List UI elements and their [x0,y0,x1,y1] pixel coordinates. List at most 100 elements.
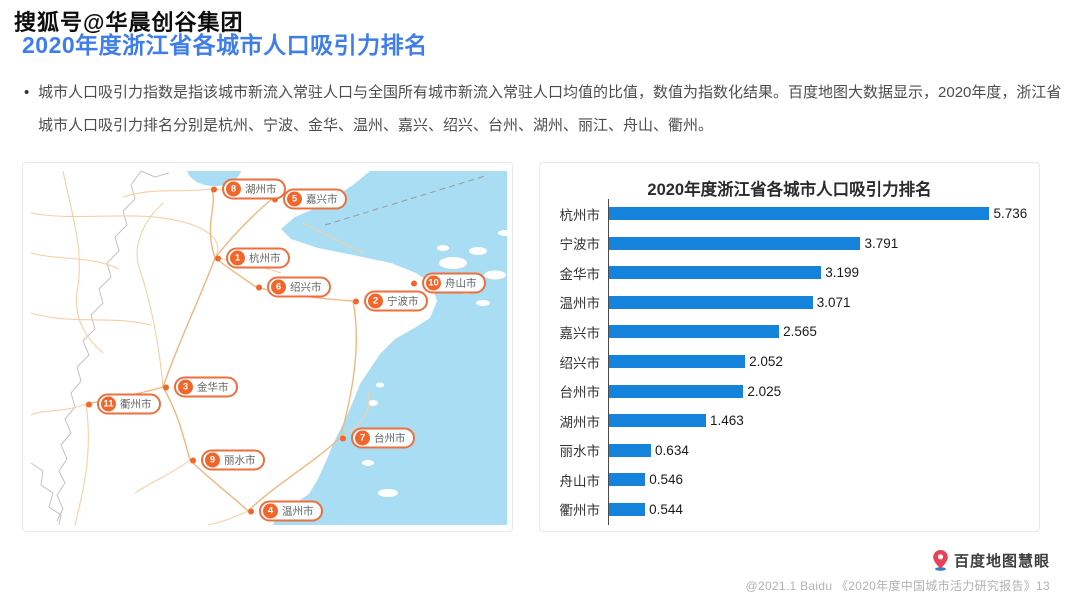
marker-pill: 8 湖州市 [222,178,286,200]
category-label: 丽水市 [559,444,601,460]
bar-zone: 2.565 [608,324,1031,339]
value-label: 3.071 [816,294,851,310]
marker-pill: 2 宁波市 [364,290,428,312]
category-label: 金华市 [559,266,601,282]
value-label: 3.199 [825,265,859,281]
bar-zone: 2.052 [608,354,1031,369]
chart-row: 嘉兴市 2.565 [552,317,1031,347]
value-label: 0.546 [649,472,683,488]
bar [609,443,652,457]
category-label: 舟山市 [559,473,601,489]
bar-zone: 0.634 [608,443,1031,458]
map-marker-lishui: 9 丽水市 [190,449,265,471]
marker-rank-badge: 8 [226,181,241,197]
value-label: 2.025 [747,383,782,399]
chart-row: 湖州市 1.463 [552,406,1031,436]
bar [609,207,990,221]
bar [609,295,813,309]
marker-pill: 4 温州市 [259,500,323,522]
category-label: 嘉兴市 [559,325,601,341]
chart-row: 金华市 3.199 [552,258,1031,288]
baidu-maps-logo: 百度地图慧眼 [933,550,1050,571]
bar-zone: 0.544 [608,502,1031,517]
description-text: 城市人口吸引力指数是指该城市新流入常驻人口与全国所有城市新流入常驻人口均值的比值… [38,84,1062,134]
marker-rank-badge: 10 [426,275,441,291]
bar-zone: 5.736 [608,206,1031,221]
zhejiang-map-graphic [30,170,512,526]
sea-area [273,171,507,525]
marker-pill: 5 嘉兴市 [283,188,347,210]
description-paragraph: • 城市人口吸引力指数是指该城市新流入常驻人口与全国所有城市新流入常驻人口均值的比… [24,76,1066,142]
marker-dot [340,435,346,441]
marker-pill: 11 衢州市 [97,393,161,415]
bar [609,236,861,250]
marker-pill: 10 舟山市 [422,272,486,294]
marker-dot [163,384,169,390]
bar [609,355,746,368]
bar [609,473,646,487]
watermark-text: 搜狐号@华晨创谷集团 [14,10,244,35]
marker-pill: 1 杭州市 [226,247,290,269]
bullet-point: • [24,84,30,101]
value-label: 5.736 [993,206,1028,222]
marker-city-label: 绍兴市 [290,281,322,294]
chart-row: 丽水市 0.634 [552,435,1031,465]
chart-row: 宁波市 3.791 [552,229,1031,259]
chart-row: 舟山市 0.546 [552,465,1031,495]
map-marker-zhoushan: 10 舟山市 [411,272,486,294]
attribution-text: @2021.1 Baidu 《2020年度中国城市活力研究报告》13 [745,579,1050,593]
category-label: 台州市 [559,385,601,401]
marker-city-label: 金华市 [197,381,229,394]
bar-zone: 3.199 [608,265,1031,280]
bar-zone: 2.025 [608,384,1031,399]
bar [609,266,822,280]
map-pin-icon [933,550,948,571]
chart-row: 杭州市 5.736 [552,199,1031,229]
marker-pill: 3 金华市 [174,376,238,398]
marker-dot [353,298,359,304]
marker-rank-badge: 9 [205,452,220,468]
bar [609,325,780,339]
marker-pill: 9 丽水市 [201,449,265,471]
value-label: 0.544 [649,501,683,517]
marker-dot [190,457,196,463]
map-marker-quzhou: 11 衢州市 [86,393,161,415]
marker-dot [215,255,221,261]
map-marker-taizhou: 7 台州市 [340,427,415,449]
marker-dot [256,284,262,290]
chart-row: 台州市 2.025 [552,376,1031,406]
marker-city-label: 台州市 [374,432,406,445]
marker-rank-badge: 1 [230,250,245,266]
map-marker-jinhua: 3 金华市 [163,376,238,398]
map-panel: 1 杭州市 2 宁波市 3 金华市 4 温州市 [22,162,513,532]
chart-panel: 2020年度浙江省各城市人口吸引力排名 杭州市 5.736 宁波市 3.791 … [539,162,1040,532]
category-label: 湖州市 [559,414,601,430]
marker-dot [211,186,217,192]
page-title: 2020年度浙江省各城市人口吸引力排名 [22,32,428,58]
marker-pill: 7 台州市 [351,427,415,449]
marker-rank-badge: 5 [287,191,302,207]
map-marker-shaoxing: 6 绍兴市 [256,276,331,298]
marker-city-label: 温州市 [282,505,314,518]
marker-pill: 6 绍兴市 [267,276,331,298]
chart-row: 温州市 3.071 [552,288,1031,318]
value-label: 1.463 [710,413,744,429]
bar [609,384,744,398]
marker-city-label: 宁波市 [387,295,419,308]
category-label: 衢州市 [559,503,601,519]
category-label: 宁波市 [559,237,601,253]
marker-rank-badge: 3 [178,379,193,395]
chart-title: 2020年度浙江省各城市人口吸引力排名 [647,181,932,199]
marker-city-label: 丽水市 [224,454,256,467]
marker-dot [248,508,254,514]
bar [609,502,646,516]
maritime-boundary-line [324,175,486,226]
chart-row: 衢州市 0.544 [552,494,1031,524]
map-marker-wenzhou: 4 温州市 [248,500,323,522]
marker-rank-badge: 2 [368,293,383,309]
map-marker-huzhou: 8 湖州市 [211,178,286,200]
marker-city-label: 舟山市 [445,277,477,290]
marker-city-label: 嘉兴市 [306,193,338,206]
marker-rank-badge: 7 [355,430,370,446]
